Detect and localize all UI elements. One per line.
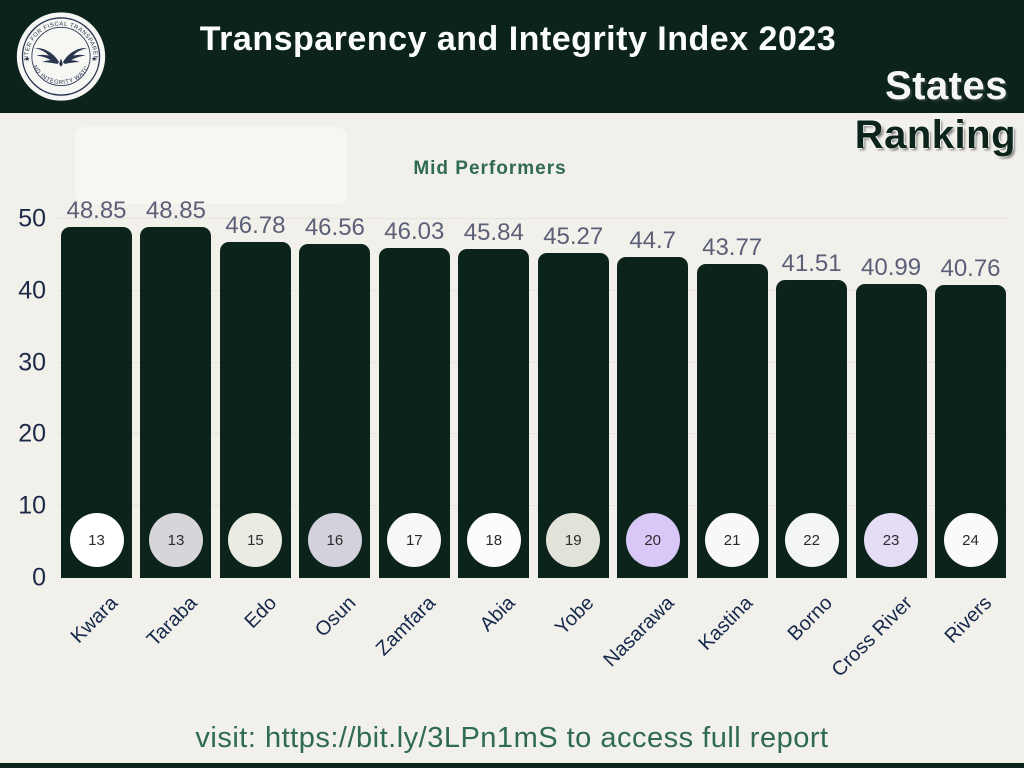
plot-area: 48.85 13 48.85 13 46.78 15 46.56 16 46.03 17 45.84…	[57, 197, 1008, 578]
rank-badge: 19	[546, 513, 601, 567]
bar-kastina: 43.77 21	[696, 234, 768, 578]
x-axis-label: Kastina	[694, 592, 758, 655]
bar-rivers: 40.76 24	[935, 255, 1006, 578]
gridline	[57, 361, 1008, 363]
bar-value-label: 46.78	[225, 212, 286, 240]
bar-value-label: 45.84	[463, 218, 524, 246]
bar-value-label: 48.85	[145, 197, 206, 225]
gridline	[57, 433, 1008, 435]
x-axis-label: Nasarawa	[599, 592, 679, 672]
badge-states-label: States	[884, 64, 1008, 108]
x-axis-label: Rivers	[940, 592, 997, 648]
rank-badge: 23	[864, 513, 919, 567]
bar-yobe: 45.27 19	[537, 223, 609, 578]
x-axis-label: Osun	[311, 592, 361, 642]
rank-badge: 16	[307, 513, 362, 567]
footer-link-text: visit: https://bit.ly/3LPn1mS to access …	[195, 722, 829, 754]
bar-borno: 41.51 22	[776, 250, 848, 578]
bar-osun: 46.56 16	[299, 214, 371, 578]
y-axis-tick-label: 20	[18, 419, 46, 448]
bar-cross-river: 40.99 23	[855, 254, 927, 578]
chart-title: Mid Performers	[413, 158, 567, 179]
bar-value-label: 44.7	[629, 227, 677, 255]
y-axis-tick-label: 10	[18, 491, 46, 520]
bar-value-label: 46.03	[384, 217, 445, 245]
bar-value-label: 48.85	[66, 197, 127, 225]
x-axis-label: Zamfara	[371, 592, 440, 661]
rank-badge: 17	[387, 513, 442, 567]
x-axis-label: Yobe	[551, 592, 599, 640]
svg-text:★: ★	[24, 55, 30, 63]
rank-badge: 24	[943, 513, 998, 567]
rank-badge: 13	[148, 513, 203, 567]
x-axis-label: Kwara	[66, 592, 123, 648]
badge-ranking-label: Ranking	[854, 113, 1016, 157]
footer-strip	[0, 763, 1024, 768]
y-axis-tick-label: 40	[18, 276, 46, 305]
x-axis-label: Borno	[783, 592, 838, 646]
rank-badge: 20	[625, 513, 680, 567]
bar-value-label: 46.56	[304, 213, 365, 241]
bar-nasarawa: 44.7 20	[617, 227, 689, 578]
page-title: Transparency and Integrity Index 2023	[199, 20, 837, 58]
wings-emblem-icon	[34, 47, 88, 67]
logo-seal-icon: CENTER FOR FISCAL TRANSPARENCY AND INTEG…	[12, 6, 106, 101]
x-axis-label: Taraba	[142, 592, 202, 651]
y-axis-tick-label: 30	[18, 348, 46, 377]
bar-value-label: 40.99	[861, 253, 922, 281]
organization-logo-seal: CENTER FOR FISCAL TRANSPARENCY AND INTEG…	[12, 6, 108, 105]
bar-taraba: 48.85 13	[140, 197, 212, 578]
gridline	[57, 505, 1008, 507]
gridline	[57, 289, 1008, 291]
rank-badge: 18	[466, 513, 521, 567]
bar-edo: 46.78 15	[219, 212, 291, 578]
rank-badge: 15	[228, 513, 283, 567]
svg-text:★: ★	[91, 55, 97, 63]
header-band: CENTER FOR FISCAL TRANSPARENCY AND INTEG…	[0, 0, 1024, 113]
x-axis-label: Cross River	[827, 592, 917, 682]
y-axis-tick-label: 0	[32, 563, 46, 592]
x-axis-label: Abia	[475, 592, 520, 636]
y-axis-tick-label: 50	[18, 204, 46, 233]
bar-value-label: 40.76	[940, 255, 1001, 283]
rank-badge: 13	[69, 513, 124, 567]
bar-kwara: 48.85 13	[61, 197, 132, 578]
rank-badge: 22	[784, 513, 839, 567]
x-axis-label: Edo	[240, 592, 281, 633]
rank-badge: 21	[705, 513, 760, 567]
gridline	[57, 218, 1008, 219]
bar-abia: 45.84 18	[458, 219, 530, 578]
bar-value-label: 43.77	[702, 233, 763, 261]
bar-zamfara: 46.03 17	[378, 218, 450, 578]
highlight-panel	[75, 127, 347, 204]
bar-value-label: 45.27	[543, 222, 604, 250]
bar-value-label: 41.51	[781, 249, 842, 277]
